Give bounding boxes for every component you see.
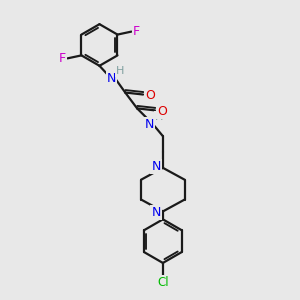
Text: O: O — [157, 105, 167, 118]
Text: N: N — [151, 160, 160, 173]
Text: F: F — [59, 52, 66, 65]
Text: N: N — [144, 118, 154, 131]
Text: Cl: Cl — [157, 276, 169, 289]
Text: H: H — [116, 66, 124, 76]
Text: H: H — [155, 112, 163, 122]
Text: O: O — [145, 89, 155, 102]
Text: N: N — [151, 206, 160, 219]
Text: N: N — [107, 72, 116, 85]
Text: F: F — [133, 25, 140, 38]
